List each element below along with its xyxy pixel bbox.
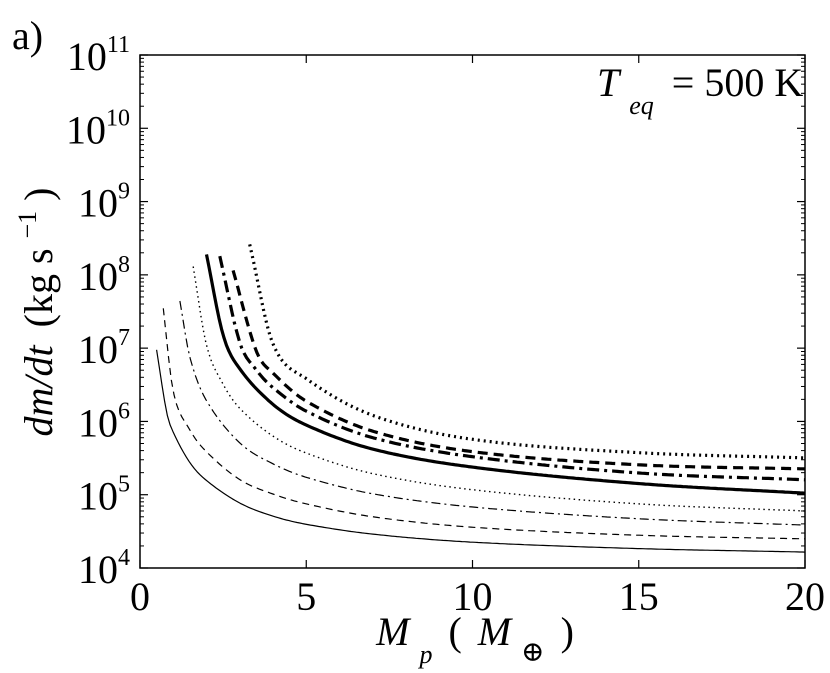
y-label-unit: (kg s [16,248,61,327]
y-label-main: dm/dt [16,345,61,437]
x-label-m: M [375,609,412,654]
annotation-value: = 500 K [672,60,804,105]
x-label-earth-symbol: ⊕ [521,637,544,668]
series-line-7 [231,269,806,471]
series-layer [156,244,806,553]
x-label-mearth: M [477,609,514,654]
panel-label: a) [12,13,44,58]
y-tick-label: 108 [78,252,130,299]
x-label-paren-open: ( [448,609,461,654]
series-line-6 [218,255,806,482]
x-axis-label: M p ( M ⊕ ) [375,609,574,672]
x-label-sub: p [417,640,432,669]
y-tick-label: 1011 [67,32,130,79]
series-line-8 [248,244,806,460]
x-tick-label: 20 [785,574,825,619]
y-tick-label: 1010 [66,105,130,152]
annotation-t-symbol: T [597,60,622,105]
annotation-subscript: eq [629,91,654,120]
ticks-layer: 0 5 10 15 20 104 105 106 107 108 109 1010 1011 [66,32,825,619]
annotation-teq: T eq = 500 K [597,60,803,123]
y-tick-label: 104 [78,545,130,592]
series-line-3 [179,300,806,526]
y-label-unit-exp: −1 [13,211,42,239]
y-tick-label: 107 [78,325,130,372]
series-line-1 [156,349,806,553]
series-line-2 [162,308,805,540]
y-tick-label: 106 [78,398,130,445]
plot-frame [139,54,806,569]
y-tick-label: 109 [78,179,130,226]
series-line-4 [192,266,806,512]
x-tick-label: 5 [296,574,316,619]
x-tick-label: 15 [619,574,659,619]
y-tick-label: 105 [78,472,130,519]
y-label-unit-close: ) [16,187,61,200]
y-axis-label: dm/dt (kg s −1 ) [0,187,61,436]
series-line-5 [204,254,806,495]
x-tick-label: 10 [453,574,493,619]
x-tick-label: 0 [130,574,150,619]
x-label-paren-close: ) [561,609,574,654]
